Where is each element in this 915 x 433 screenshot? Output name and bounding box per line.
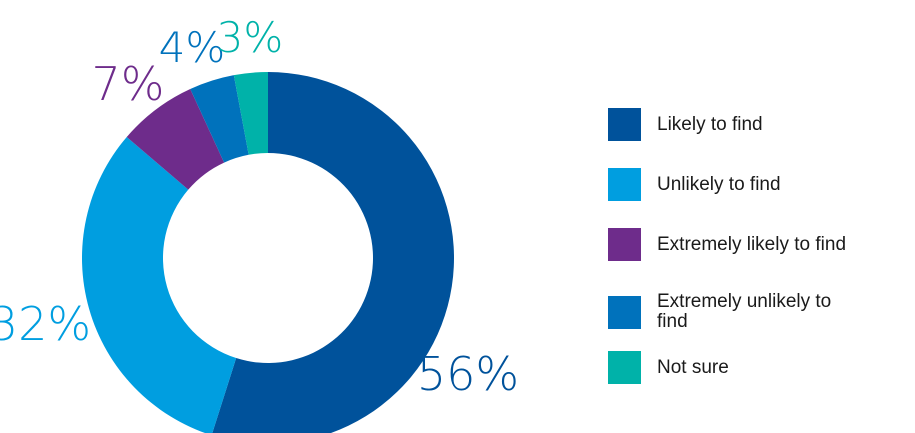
legend-label: Extremely likely to find <box>657 233 847 255</box>
data-label-not-sure: 3% <box>217 13 284 62</box>
legend-item-extremely-likely: Extremely likely to find <box>608 228 846 261</box>
legend-swatch <box>608 228 641 261</box>
slice-not-sure <box>233 72 268 155</box>
donut-chart: 56% 32% 7%4%3% <box>0 13 519 433</box>
slice-likely <box>212 72 455 433</box>
slice-unlikely <box>82 136 237 433</box>
legend-item-unlikely: Unlikely to find <box>608 168 781 201</box>
slice-extremely-likely <box>126 89 225 190</box>
legend-item-not-sure: Not sure <box>608 351 729 384</box>
legend-swatch <box>608 295 641 329</box>
data-label-unlikely: 32% <box>0 297 91 351</box>
data-label-extremely-unlikely: 4% <box>159 23 226 72</box>
legend-label: Likely to find <box>657 113 763 135</box>
legend-label: Not sure <box>657 356 729 378</box>
legend-swatch <box>608 351 641 384</box>
legend-swatch <box>608 168 641 201</box>
data-label-extremely-likely: 7% <box>92 57 165 111</box>
legend-label: Extremely unlikely to find <box>657 291 832 332</box>
legend-swatch <box>608 108 641 141</box>
slice-extremely-unlikely <box>190 75 249 163</box>
legend-item-likely: Likely to find <box>608 108 763 141</box>
chart-legend: Likely to find Unlikely to find Extremel… <box>608 0 915 433</box>
legend-label: Unlikely to find <box>657 173 781 195</box>
data-label-likely: 56% <box>417 347 519 401</box>
legend-item-extremely-unlikely: Extremely unlikely to find <box>608 292 857 332</box>
